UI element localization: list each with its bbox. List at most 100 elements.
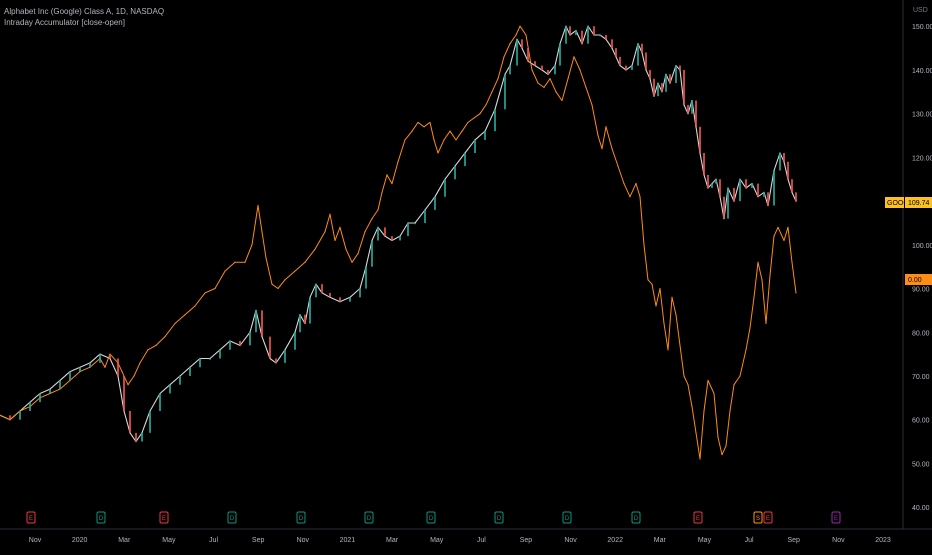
- candle-50: [414, 222, 416, 225]
- series-1-point-98: [655, 305, 657, 307]
- candle-58: [494, 109, 496, 132]
- indicator-last-label-text: 0.00: [908, 277, 922, 284]
- candle-60: [509, 65, 511, 75]
- series-1-point-87: [601, 148, 603, 150]
- series-1-point-47: [371, 217, 373, 220]
- candle-90: [669, 74, 671, 84]
- event-marker-6[interactable]: D: [426, 511, 436, 524]
- y-tick-label-3: 120.00: [912, 155, 932, 162]
- event-marker-label-12: E: [766, 516, 770, 522]
- candle-115: [787, 161, 789, 180]
- event-marker-13[interactable]: E: [831, 511, 841, 524]
- series-1-point-126: [773, 235, 775, 237]
- event-marker-11[interactable]: S: [753, 511, 763, 524]
- x-tick-label-12: Nov: [564, 537, 577, 544]
- event-marker-label-5: D: [367, 516, 372, 522]
- event-marker-box-0: [26, 511, 36, 524]
- candle-24: [219, 349, 221, 359]
- series-1-point-59: [437, 152, 439, 154]
- candle-1: [9, 415, 11, 420]
- series-1-point-118: [739, 375, 741, 377]
- candle-117: [795, 192, 797, 202]
- candle-52: [434, 196, 436, 210]
- candle-18: [159, 393, 161, 411]
- price-axis[interactable]: 150.00140.00130.00120.00110.00100.0090.0…: [912, 24, 932, 512]
- candle-91: [675, 65, 677, 84]
- x-tick-label-10: Jul: [477, 537, 486, 544]
- series-1-point-111: [707, 379, 709, 381]
- candle-72: [581, 30, 583, 44]
- series-1-point-81: [567, 78, 569, 80]
- series-1-point-68: [491, 91, 493, 93]
- series-1-point-62: [455, 139, 457, 141]
- event-marker-10[interactable]: E: [693, 511, 703, 524]
- event-marker-9[interactable]: D: [631, 511, 641, 524]
- series-1-point-17: [139, 362, 141, 364]
- indicator-title[interactable]: Intraday Accumulator [close-open]: [4, 18, 125, 27]
- ticker-tag: [885, 197, 904, 208]
- candle-113: [779, 153, 781, 171]
- series-1-point-28: [244, 261, 246, 263]
- event-marker-1[interactable]: D: [96, 511, 106, 524]
- candle-4: [39, 393, 41, 403]
- event-marker-7[interactable]: D: [494, 511, 504, 524]
- event-marker-box-1: [96, 511, 106, 524]
- series-1-point-63: [461, 130, 463, 132]
- event-marker-box-4: [296, 511, 306, 524]
- series-1-point-36: [294, 270, 296, 272]
- series-1-point-22: [184, 314, 186, 316]
- series-1-point-51: [391, 183, 393, 185]
- candle-85: [649, 69, 651, 79]
- series-1-point-97: [651, 283, 653, 285]
- candle-54: [454, 166, 456, 180]
- x-tick-label-14: Mar: [654, 537, 667, 544]
- candle-19: [169, 384, 171, 394]
- candle-92: [679, 65, 681, 70]
- series-1-point-52: [397, 161, 399, 163]
- symbol-title[interactable]: Alphabet Inc (Google) Class A, 1D, NASDA…: [4, 7, 165, 16]
- series-1-point-46: [364, 231, 366, 233]
- candle-110: [763, 192, 765, 197]
- event-marker-3[interactable]: D: [227, 511, 237, 524]
- candle-112: [773, 170, 775, 206]
- series-1-point-33: [271, 283, 273, 285]
- candle-98: [703, 153, 705, 175]
- candle-114: [783, 153, 785, 162]
- event-marker-label-8: D: [565, 516, 570, 522]
- candle-83: [641, 43, 643, 53]
- y-tick-label-1: 140.00: [912, 68, 932, 75]
- time-axis[interactable]: Nov 2020 Mar May Jul Sep Nov 2021 Mar May Jul Sep No…: [29, 537, 891, 544]
- candle-80: [625, 65, 627, 70]
- candle-94: [687, 104, 689, 114]
- x-tick-label-11: Sep: [520, 537, 533, 544]
- series-1-point-76: [537, 82, 539, 84]
- candle-59: [504, 74, 506, 110]
- event-marker-5[interactable]: D: [364, 511, 374, 524]
- series-1-point-29: [251, 244, 253, 246]
- x-tick-label-4: Jul: [209, 537, 218, 544]
- series-1-point-18: [147, 349, 149, 351]
- event-marker-2[interactable]: E: [159, 511, 169, 524]
- series-1-point-24: [204, 292, 206, 294]
- series-1-point-26: [224, 270, 226, 272]
- event-marker-box-3: [227, 511, 237, 524]
- candle-40: [339, 297, 341, 302]
- series-1-point-129: [787, 226, 789, 228]
- series-line-1: [0, 25, 797, 460]
- candle-78: [615, 48, 617, 57]
- candle-106: [739, 179, 741, 202]
- candle-63: [527, 48, 529, 62]
- event-marker-4[interactable]: D: [296, 511, 306, 524]
- event-marker-12[interactable]: E: [763, 511, 773, 524]
- candle-30: [269, 336, 271, 359]
- event-marker-0[interactable]: E: [26, 511, 36, 524]
- series-1-point-15: [127, 384, 129, 386]
- series-1-point-23: [194, 305, 196, 307]
- candle-34: [299, 314, 301, 333]
- series-1-point-57: [429, 121, 431, 124]
- series-1-point-105: [683, 375, 685, 377]
- event-marker-8[interactable]: D: [562, 511, 572, 524]
